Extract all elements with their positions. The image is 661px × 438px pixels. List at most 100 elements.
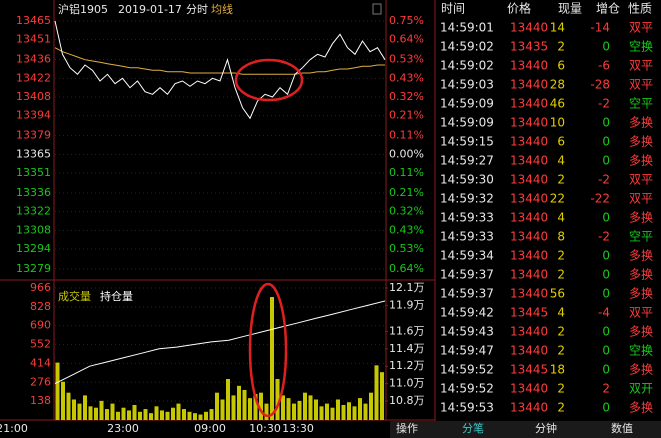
legend-volume: 成交量	[58, 289, 91, 303]
cell-price: 13440	[510, 268, 548, 282]
cell-volume: 22	[550, 192, 565, 206]
cell-time: 14:59:52	[440, 363, 494, 377]
cell-price: 13440	[510, 211, 548, 225]
time-label: 09:00	[194, 422, 226, 435]
cell-type: 双平	[629, 21, 653, 35]
cell-oi-change: -4	[598, 306, 610, 320]
volume-bar	[297, 400, 302, 420]
price-tick-label: 13379	[16, 129, 51, 142]
cell-time: 14:59:02	[440, 40, 494, 54]
cell-volume: 2	[557, 40, 565, 54]
cell-time: 14:59:52	[440, 382, 494, 396]
cell-oi-change: 2	[602, 382, 610, 396]
cell-time: 14:59:43	[440, 325, 494, 339]
volume-bar	[314, 399, 318, 420]
volume-bar	[264, 403, 269, 420]
cell-type: 多换	[629, 154, 653, 168]
cell-type: 双平	[629, 192, 653, 206]
oi-tick-label: 12.1万	[389, 281, 425, 294]
volume-bar	[143, 409, 148, 420]
cell-volume: 4	[557, 211, 565, 225]
volume-bar	[358, 398, 362, 420]
cell-type: 双平	[629, 173, 653, 187]
cell-type: 空平	[629, 230, 653, 244]
cell-volume: 2	[557, 401, 565, 415]
volume-bar	[116, 411, 120, 420]
cell-time: 14:59:09	[440, 97, 494, 111]
table-header: 价格	[507, 1, 531, 16]
cell-time: 14:59:37	[440, 268, 494, 282]
volume-bar	[369, 392, 373, 420]
tab[interactable]: 数值	[611, 422, 633, 435]
average-line	[54, 47, 385, 75]
cell-type: 多换	[629, 268, 653, 282]
open-interest-line	[54, 300, 386, 385]
volume-tick-label: 552	[30, 338, 51, 351]
volume-bar	[99, 400, 104, 420]
cell-time: 14:59:47	[440, 344, 494, 358]
cell-time: 14:59:01	[440, 21, 494, 35]
volume-bar	[275, 379, 280, 420]
cell-type: 双平	[629, 306, 653, 320]
cell-type: 双开	[629, 382, 653, 396]
mode: 分时	[186, 3, 208, 16]
cell-time: 14:59:09	[440, 116, 494, 130]
volume-bar	[215, 392, 219, 420]
volume-bar	[363, 403, 368, 420]
toggle-icon[interactable]	[372, 3, 382, 15]
tab[interactable]: 分钟	[535, 421, 557, 435]
oi-tick-label: 11.2万	[389, 359, 425, 372]
volume-bar	[72, 399, 76, 420]
highlight-circle	[248, 282, 288, 418]
cell-volume: 46	[550, 97, 565, 111]
volume-bar	[176, 403, 181, 420]
cell-price: 13435	[510, 40, 548, 54]
legend-oi: 持仓量	[100, 289, 133, 303]
time-label: 21:00	[0, 422, 28, 435]
cell-volume: 56	[550, 287, 565, 301]
pct-tick-label: 0.43%	[389, 223, 424, 236]
cell-time: 14:59:03	[440, 78, 494, 92]
cell-oi-change: 0	[602, 287, 610, 301]
volume-bar	[83, 395, 87, 420]
oi-tick-label: 10.8万	[389, 394, 425, 407]
volume-bar	[209, 409, 214, 420]
oi-tick-label: 11.9万	[389, 298, 425, 311]
pct-tick-label: 0.43%	[389, 71, 424, 84]
volume-tick-label: 276	[30, 375, 51, 388]
pct-tick-label: 0.21%	[389, 186, 424, 199]
cell-type: 多换	[629, 116, 653, 130]
cell-volume: 14	[550, 21, 565, 35]
volume-bar	[187, 411, 192, 420]
cell-oi-change: 0	[602, 135, 610, 149]
indicator: 均线	[211, 2, 233, 16]
cell-time: 14:59:53	[440, 401, 494, 415]
cell-volume: 2	[557, 344, 565, 358]
volume-bar	[308, 395, 313, 420]
volume-bar	[77, 403, 82, 420]
cell-price: 13440	[510, 344, 548, 358]
cell-time: 14:59:32	[440, 192, 494, 206]
tab[interactable]: 操作	[396, 421, 418, 435]
table-header: 现量	[558, 2, 582, 16]
time-label: 13:30	[282, 422, 314, 435]
cell-oi-change: 0	[602, 344, 610, 358]
cell-volume: 28	[550, 78, 565, 92]
pct-tick-label: 0.32%	[389, 90, 424, 103]
cell-price: 13440	[510, 249, 548, 263]
volume-bar	[110, 403, 115, 420]
price-tick-label: 13294	[16, 242, 51, 255]
pct-tick-label: 0.11%	[389, 166, 424, 179]
cell-type: 多换	[629, 135, 653, 149]
cell-oi-change: 0	[602, 249, 610, 263]
volume-bar	[165, 411, 170, 420]
volume-bar	[226, 379, 230, 420]
volume-bar	[325, 403, 329, 420]
table-header: 时间	[441, 2, 465, 16]
volume-bar	[237, 385, 241, 420]
date: 2019-01-17	[118, 3, 182, 16]
tab[interactable]: 分笔	[462, 421, 484, 435]
cell-type: 多换	[629, 401, 653, 415]
price-tick-label: 13422	[16, 71, 51, 84]
price-tick-label: 13308	[16, 223, 51, 236]
